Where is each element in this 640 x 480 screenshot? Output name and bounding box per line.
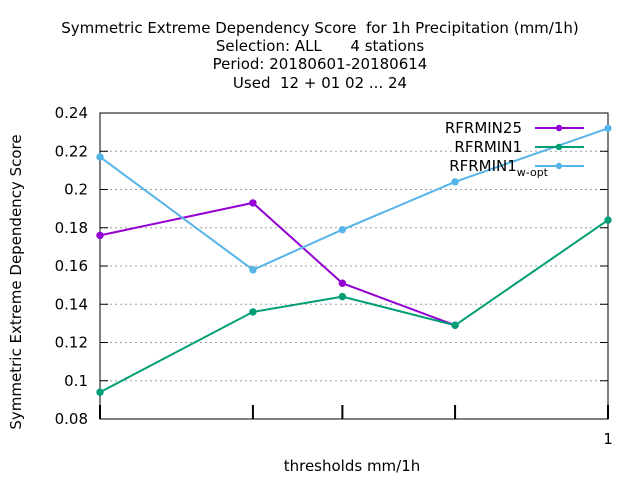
legend-marker bbox=[555, 162, 563, 170]
legend-marker bbox=[555, 143, 563, 151]
legend-label: RFRMIN25 bbox=[445, 119, 522, 137]
y-tick-label: 0.16 bbox=[55, 257, 88, 275]
chart-title-line-3: Period: 20180601-20180614 bbox=[212, 55, 428, 73]
y-tick-label: 0.1 bbox=[64, 372, 88, 390]
chart-title-line-1: Symmetric Extreme Dependency Score for 1… bbox=[61, 19, 579, 37]
data-point bbox=[338, 279, 347, 287]
legend-subscript: w-opt bbox=[517, 166, 549, 179]
chart-title-line-2: Selection: ALL 4 stations bbox=[215, 37, 425, 55]
x-axis: 1 bbox=[99, 405, 613, 448]
data-point bbox=[96, 153, 104, 161]
grid bbox=[100, 150, 608, 382]
series-line bbox=[99, 127, 609, 271]
series-group bbox=[96, 124, 612, 396]
y-tick-label: 0.22 bbox=[55, 142, 88, 160]
data-point bbox=[338, 292, 347, 301]
legend-label: RFRMIN1 bbox=[454, 138, 522, 156]
series-line bbox=[99, 201, 456, 327]
y-tick-label: 0.18 bbox=[55, 219, 88, 237]
data-point bbox=[96, 388, 104, 396]
x-tick-label: 1 bbox=[603, 430, 613, 448]
data-point bbox=[249, 199, 257, 207]
data-point bbox=[451, 178, 459, 186]
y-tick-label: 0.08 bbox=[55, 410, 88, 428]
y-axis-label: Symmetric Extreme Dependency Score bbox=[7, 134, 25, 429]
y-tick-label: 0.12 bbox=[55, 334, 88, 352]
data-point bbox=[249, 308, 257, 316]
x-axis-label: thresholds mm/1h bbox=[284, 457, 421, 475]
series-line bbox=[99, 219, 609, 394]
data-point bbox=[249, 266, 257, 274]
data-point bbox=[338, 225, 347, 234]
legend-label: RFRMIN1w-opt bbox=[449, 157, 548, 179]
data-point bbox=[604, 124, 612, 133]
chart-title-line-4: Used 12 + 01 02 ... 24 bbox=[232, 74, 408, 92]
y-tick-label: 0.24 bbox=[55, 104, 88, 122]
series-3 bbox=[96, 124, 612, 274]
data-point bbox=[96, 231, 104, 240]
y-tick-label: 0.14 bbox=[55, 295, 88, 313]
y-tick-label: 0.2 bbox=[64, 181, 88, 199]
data-point bbox=[604, 216, 612, 224]
data-point bbox=[451, 321, 459, 329]
legend-marker bbox=[555, 124, 563, 132]
series-2 bbox=[96, 216, 612, 396]
y-axis: 0.08 0.1 0.12 0.14 0.16 0.18 0.2 0.22 0.24 bbox=[55, 104, 608, 428]
series-1 bbox=[96, 199, 459, 329]
